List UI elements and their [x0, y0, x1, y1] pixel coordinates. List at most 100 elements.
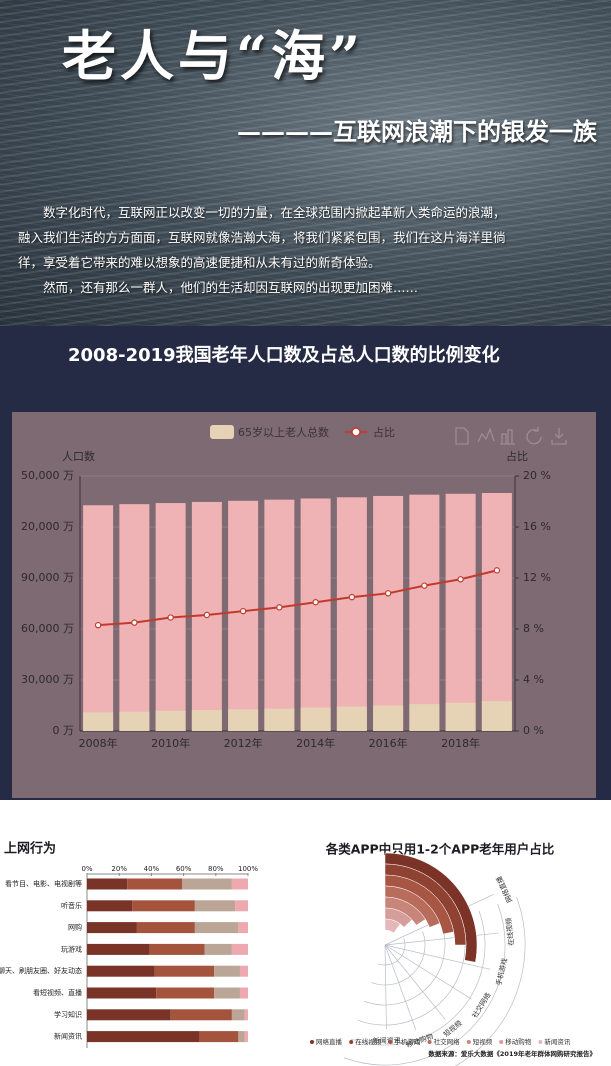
- bar: [481, 701, 512, 731]
- y2-tick-label: 12 %: [523, 571, 551, 584]
- line-marker: [131, 619, 138, 626]
- bar: [155, 710, 186, 731]
- category-label: 网络直播: [494, 875, 514, 904]
- x-tick-label: 2012年: [224, 736, 263, 750]
- chart-title: 各类APP中只用1-2个APP老年用户占比: [325, 842, 555, 857]
- y-tick-label: 新闻资讯: [54, 1032, 82, 1041]
- y-tick-label: 30,000 万: [21, 673, 74, 686]
- line-marker: [276, 604, 283, 611]
- tool-icon[interactable]: [477, 427, 495, 443]
- y-tick-label: 网购: [68, 923, 82, 932]
- grid-spoke: [384, 932, 499, 946]
- bar-segment: [214, 965, 240, 977]
- y-tick-label: 学习知识: [54, 1010, 82, 1019]
- grid-arc: [343, 903, 506, 1066]
- y-tick-label: 看节目、电影、电视剧等: [5, 879, 82, 888]
- grid-spoke: [384, 944, 446, 1020]
- x-tick-label: 80%: [208, 865, 224, 873]
- bar-segment: [199, 1031, 239, 1043]
- grid-arc: [357, 917, 466, 1026]
- bar: [228, 500, 259, 731]
- legend-swatch: [388, 1040, 393, 1044]
- x-tick-label: 20%: [111, 865, 127, 873]
- y2-axis-title: 占比: [506, 449, 528, 463]
- radial-bar: [384, 918, 401, 934]
- y2-tick-label: 4 %: [523, 673, 544, 686]
- line-marker: [94, 621, 102, 629]
- tool-icon[interactable]: [551, 428, 567, 445]
- legend-label: 网络直播: [316, 1037, 343, 1046]
- bar-segment: [231, 878, 248, 890]
- bar: [264, 708, 295, 731]
- grid-spoke: [384, 944, 417, 1030]
- paragraph: 数字化时代，互联网正以改变一切的力量，在全球范围内掀起革新人类命运的浪潮，融入我…: [18, 205, 506, 270]
- tool-icon[interactable]: [455, 427, 469, 445]
- paragraph: 然而，还有那么一群人，他们的生活却因互联网的出现更加困难……: [43, 280, 419, 295]
- bar-segment: [149, 943, 205, 955]
- bar-segment: [235, 900, 248, 912]
- y-tick-label: 玩游戏: [61, 944, 82, 953]
- line: [98, 569, 498, 627]
- x-tick-label: 2008年: [79, 736, 118, 750]
- hero-banner: 老人与“海” ————互联网浪潮下的银发一族 数字化时代，互联网正以改变一切的力…: [0, 0, 611, 326]
- bar-segment: [194, 900, 236, 912]
- x-tick-label: 2016年: [369, 736, 408, 750]
- bar: [228, 709, 259, 731]
- bar-segment: [239, 965, 248, 977]
- bar-segment: [132, 900, 195, 912]
- x-tick-label: 2010年: [151, 736, 190, 750]
- x-tick-label: 60%: [176, 865, 192, 873]
- bar: [409, 494, 440, 731]
- bar: [336, 706, 367, 731]
- bar-segment: [194, 922, 239, 934]
- legend-label: 短视频: [473, 1037, 493, 1046]
- tool-icon[interactable]: [500, 429, 515, 445]
- y-tick-label: 20,000 万: [21, 520, 74, 533]
- legend-swatch: [310, 1040, 314, 1044]
- bar: [119, 504, 150, 731]
- legend-label: 在线视频: [355, 1037, 382, 1046]
- line-marker: [457, 576, 464, 583]
- bar-segment: [87, 1009, 171, 1021]
- grid-arc: [371, 931, 426, 986]
- y-tick-label: 0 万: [53, 724, 75, 737]
- legend-swatch: [466, 1040, 471, 1044]
- line-marker: [312, 599, 319, 606]
- bar: [373, 495, 404, 731]
- x-tick-label: 100%: [238, 865, 258, 873]
- y-tick-label: 听音乐: [61, 901, 82, 910]
- legend-label: 65岁以上老人总数: [238, 425, 329, 439]
- bar-segment: [181, 878, 232, 890]
- bar: [409, 704, 440, 731]
- bar-segment: [231, 943, 248, 955]
- y-tick-label: 60,000 万: [21, 622, 74, 635]
- bar: [481, 492, 512, 731]
- bar-segment: [204, 943, 232, 955]
- x-tick-label: 2014年: [296, 736, 335, 750]
- y-axis-title: 人口数: [62, 450, 95, 463]
- tool-icon[interactable]: [526, 427, 542, 445]
- bar-segment: [231, 1009, 245, 1021]
- bar-segment: [238, 1031, 245, 1043]
- bar-segment: [170, 1009, 232, 1021]
- line-marker: [493, 567, 501, 574]
- legend-swatch: [351, 427, 361, 437]
- bar-segment: [87, 965, 155, 977]
- line-marker: [239, 607, 247, 615]
- bar-segment: [244, 1031, 248, 1043]
- bar-segment: [244, 1009, 248, 1021]
- line-marker: [348, 593, 356, 601]
- bar: [336, 497, 367, 731]
- y2-tick-label: 16 %: [523, 520, 551, 533]
- toolbox: [455, 427, 567, 445]
- category-label: 手机游戏: [494, 957, 509, 986]
- bar: [373, 705, 404, 731]
- bar-segment: [136, 922, 195, 934]
- y2-tick-label: 20 %: [523, 469, 551, 482]
- legend-swatch: [538, 1040, 543, 1044]
- bar-segment: [87, 878, 128, 890]
- grid-arc: [364, 924, 446, 1006]
- bar-segment: [87, 922, 137, 934]
- bar-segment: [87, 1031, 200, 1043]
- source-note: 数据来源：爱乐大数据《2019年老年群体网购研究报告》: [428, 1049, 596, 1058]
